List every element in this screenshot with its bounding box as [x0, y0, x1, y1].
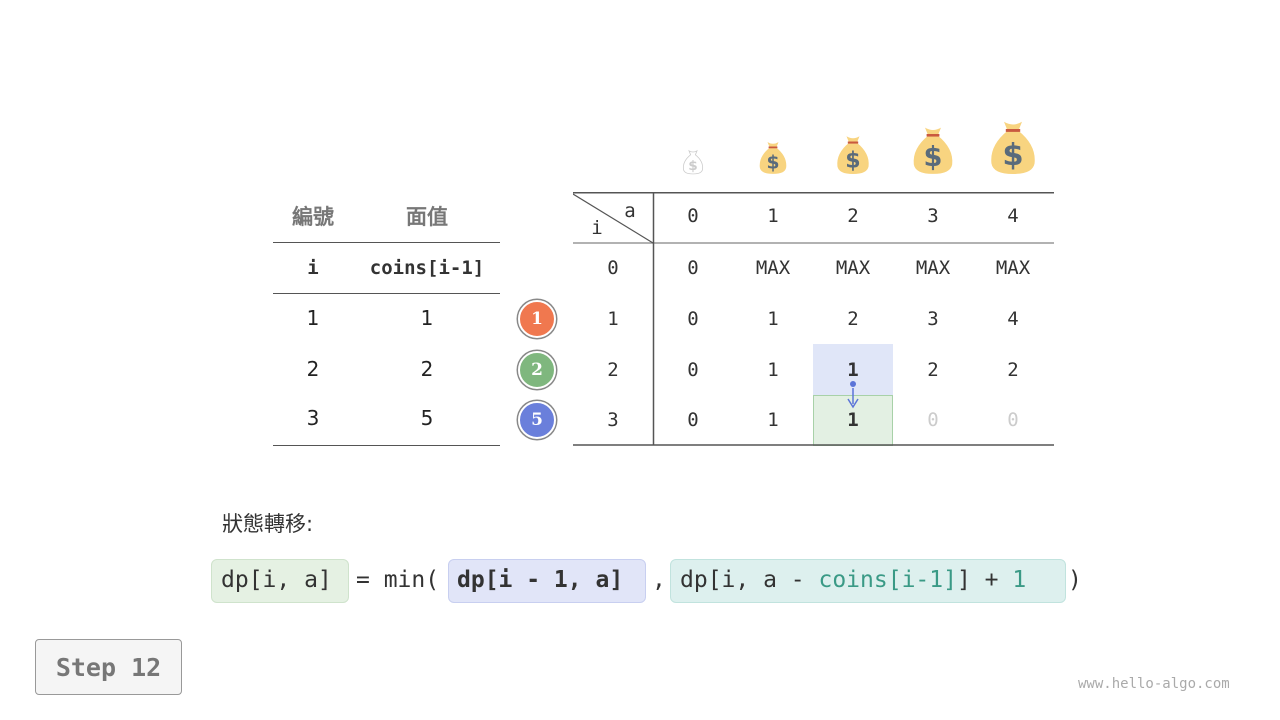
col-header: 2	[847, 205, 859, 227]
dp-cell: 1	[767, 308, 779, 330]
svg-text:$: $	[688, 158, 697, 174]
formula-arg2: dp[i, a - coins[i-1]] + 1	[680, 567, 1026, 593]
row-header: 2	[607, 359, 619, 381]
col-header: 4	[1007, 205, 1019, 227]
arg2-coins: coins[i-1]	[818, 567, 957, 593]
money-bag-icon: $	[835, 132, 871, 178]
dp-cell: 1	[767, 409, 779, 431]
dp-cell: 1	[847, 359, 859, 381]
arg2-box	[670, 559, 1066, 603]
dp-cell: 0	[927, 409, 939, 431]
subheader-i: i	[307, 257, 319, 279]
dp-cell: 0	[687, 359, 699, 381]
dp-cell: 0	[687, 409, 699, 431]
svg-text:$: $	[845, 147, 860, 173]
money-bag-icon: $	[911, 123, 956, 178]
dp-cell: 1	[847, 409, 859, 431]
step-label: Step 12	[35, 639, 182, 695]
dp-cell: MAX	[915, 257, 951, 279]
svg-text:$: $	[766, 153, 779, 174]
dp-cell: 4	[1007, 308, 1019, 330]
arg2-one: 1	[1012, 567, 1027, 593]
coin-badge: 1	[518, 300, 556, 338]
transition-label: 狀態轉移:	[222, 512, 314, 536]
col-header: 3	[927, 205, 939, 227]
subheader-coins: coins[i-1]	[369, 257, 485, 279]
coin-badge: 2	[518, 351, 556, 389]
col-header: 0	[687, 205, 699, 227]
money-bag-icon: $	[682, 148, 704, 178]
money-bag-icon: $	[758, 139, 789, 178]
dp-cell: 2	[1007, 359, 1019, 381]
svg-text:$: $	[1002, 138, 1023, 173]
arg2-text: dp[i, a -	[680, 567, 819, 593]
coin-table-cell: 1	[306, 306, 320, 330]
money-bag-icon: $	[988, 116, 1038, 178]
formula-arg1: dp[i - 1, a]	[457, 567, 624, 593]
header-value: 面值	[406, 205, 448, 229]
formula-comma: ,	[652, 567, 666, 593]
divider	[273, 293, 500, 294]
arg1-box	[448, 559, 646, 603]
coin-table-cell: 2	[420, 357, 434, 381]
corner-a: a	[624, 200, 636, 222]
dp-cell: 3	[927, 308, 939, 330]
row-header: 3	[607, 409, 619, 431]
arg2-text: ] +	[956, 567, 1013, 593]
lhs-box	[211, 559, 349, 603]
col-header: 1	[767, 205, 779, 227]
dp-cell: 2	[927, 359, 939, 381]
formula-lhs: dp[i, a]	[221, 567, 332, 593]
dp-cell: MAX	[995, 257, 1031, 279]
dp-cell: 0	[1007, 409, 1019, 431]
coin-table-cell: 2	[306, 357, 320, 381]
formula-close: )	[1068, 567, 1082, 593]
header-index: 編號	[292, 205, 334, 229]
row-header: 0	[607, 257, 619, 279]
coin-table-cell: 1	[420, 306, 434, 330]
formula-min: = min(	[356, 567, 440, 593]
dp-grid-lines	[573, 192, 1054, 446]
dp-cell: 2	[847, 308, 859, 330]
dp-cell: MAX	[835, 257, 871, 279]
corner-i: i	[591, 217, 603, 239]
divider	[273, 242, 500, 243]
divider	[273, 445, 500, 446]
row-header: 1	[607, 308, 619, 330]
dp-cell: 0	[687, 308, 699, 330]
dp-cell: 1	[767, 359, 779, 381]
coin-badge: 5	[518, 401, 556, 439]
dp-cell: 0	[687, 257, 699, 279]
coin-table-cell: 5	[420, 406, 434, 430]
svg-text:$: $	[924, 142, 943, 173]
dp-cell: MAX	[755, 257, 791, 279]
watermark: www.hello-algo.com	[1078, 676, 1230, 692]
coin-table-cell: 3	[306, 406, 320, 430]
